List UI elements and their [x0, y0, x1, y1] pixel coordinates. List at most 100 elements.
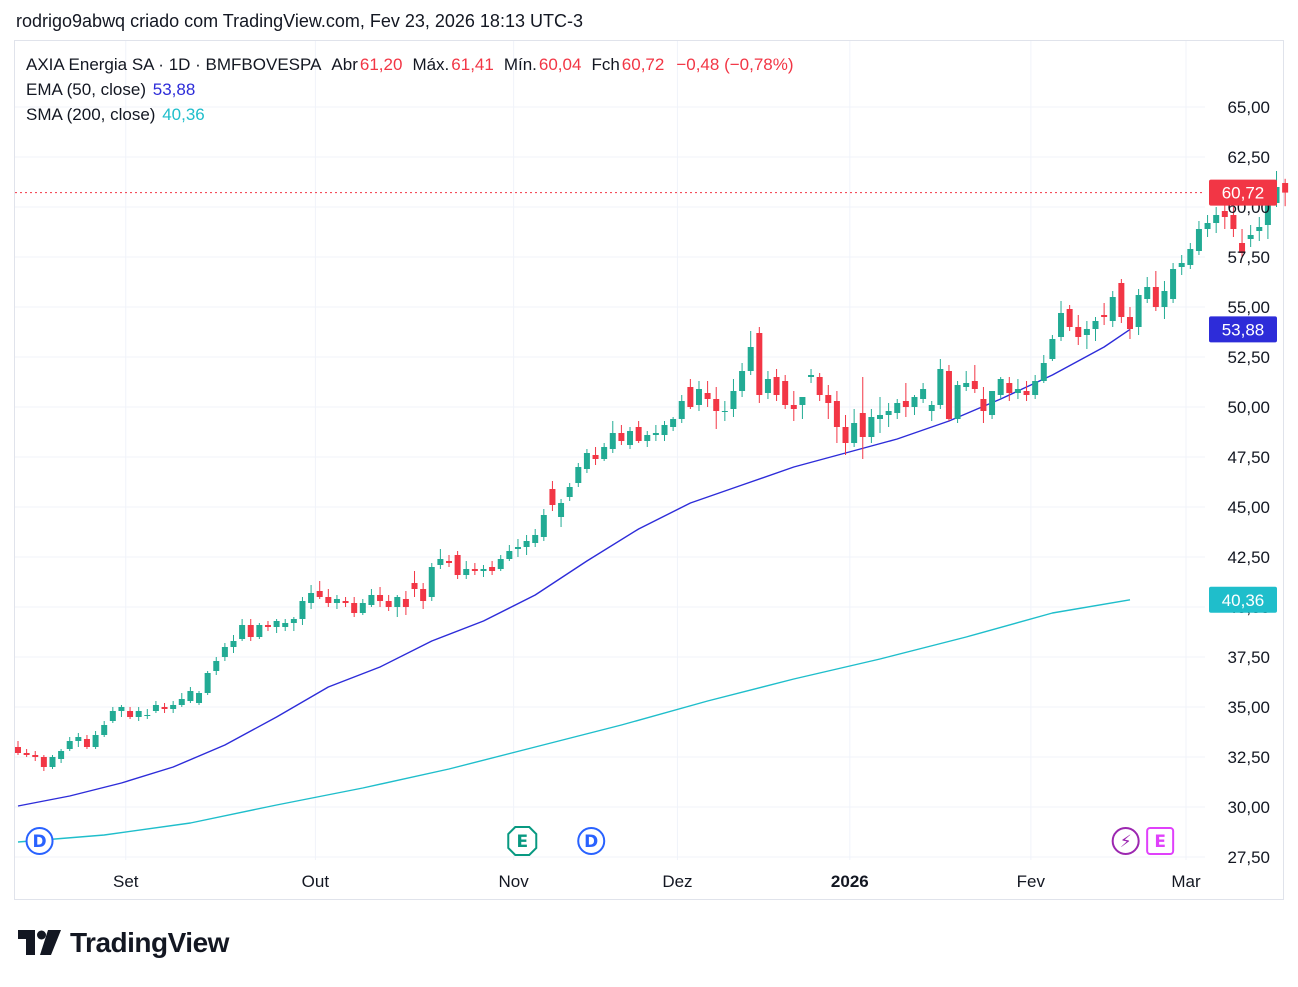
candle — [58, 749, 65, 763]
change-value: −0,48 (−0,78%) — [676, 55, 794, 74]
candle-body — [532, 535, 539, 543]
candle-body — [463, 569, 470, 575]
sma-layer — [17, 599, 1131, 843]
candle-body — [411, 583, 418, 589]
candle-body — [152, 705, 159, 711]
candle-body — [644, 435, 651, 441]
candle-body — [782, 381, 789, 405]
candle — [971, 365, 978, 393]
tradingview-logo[interactable]: TradingView — [18, 927, 229, 959]
price-axis[interactable]: 27,5030,0032,5035,0037,5040,0042,5045,00… — [1227, 98, 1270, 867]
candle-body — [868, 417, 875, 437]
candle — [627, 427, 634, 449]
x-tick-label: Mar — [1171, 872, 1201, 891]
candle-body — [1221, 211, 1228, 217]
candle-body — [514, 547, 521, 549]
candle-body — [428, 567, 435, 597]
candle — [782, 375, 789, 409]
candle-body — [1032, 381, 1039, 395]
legend-sma-row[interactable]: SMA (200, close) 40,36 — [26, 102, 794, 127]
candle-body — [1178, 263, 1185, 267]
candle — [463, 561, 470, 579]
candle-body — [316, 591, 323, 597]
candle-body — [877, 415, 883, 419]
event-marker-dividend[interactable]: D — [25, 827, 54, 855]
candle — [40, 755, 47, 771]
y-tick-label: 35,00 — [1227, 698, 1270, 717]
candle-body — [333, 599, 340, 603]
candle — [1092, 317, 1099, 341]
x-tick-label: Out — [302, 872, 330, 891]
candle-body — [1152, 287, 1159, 307]
candle — [808, 369, 815, 383]
candle — [868, 409, 875, 443]
candle — [1135, 289, 1142, 335]
candle — [239, 619, 246, 641]
candle-body — [635, 427, 642, 441]
candle-body — [368, 595, 375, 605]
tradingview-wordmark: TradingView — [70, 927, 229, 958]
candle — [1014, 379, 1021, 399]
candle — [963, 371, 970, 391]
candle — [342, 597, 349, 607]
candle — [75, 733, 82, 747]
candle — [945, 365, 952, 421]
candle — [351, 597, 358, 617]
candle — [911, 395, 918, 415]
x-tick-label: Nov — [499, 872, 530, 891]
candle — [118, 705, 125, 717]
candle — [196, 691, 203, 705]
candle-body — [15, 747, 21, 753]
candle-body — [144, 715, 151, 716]
candle-body — [859, 413, 866, 437]
candle — [135, 707, 142, 721]
time-axis[interactable]: Set Out Nov Dez 2026 Fev Mar — [113, 872, 1201, 891]
candle-body — [75, 737, 82, 741]
candle-body — [1040, 363, 1047, 381]
candle-body — [1023, 391, 1030, 395]
candle — [1256, 217, 1263, 241]
candle — [325, 589, 332, 607]
candle — [144, 709, 151, 719]
y-tick-label: 45,00 — [1227, 498, 1270, 517]
candle — [1213, 207, 1220, 233]
candle — [402, 591, 409, 615]
candle-body — [308, 593, 315, 603]
candle — [489, 561, 496, 575]
candle-body — [58, 751, 65, 759]
candle-body — [963, 383, 970, 387]
price-tags: 60,72 53,88 40,36 — [1209, 179, 1277, 613]
candle-body — [523, 541, 530, 547]
candle-body — [342, 601, 349, 603]
candle — [506, 545, 513, 561]
candle-body — [1092, 321, 1099, 329]
candle — [368, 589, 375, 607]
candle — [678, 395, 685, 423]
event-marker-earnings-upcoming[interactable]: E — [1146, 827, 1175, 855]
candle-body — [773, 377, 780, 395]
event-marker-earnings-past[interactable]: E — [507, 826, 538, 856]
candle-body — [1230, 215, 1237, 229]
candle — [1126, 307, 1133, 339]
candle-body — [928, 405, 935, 411]
legend-ema-row[interactable]: EMA (50, close) 53,88 — [26, 77, 794, 102]
candles-layer — [15, 171, 1289, 771]
candle — [980, 387, 987, 423]
event-marker-split[interactable]: ⚡ — [1111, 827, 1140, 855]
candle-body — [1247, 235, 1254, 239]
candle — [816, 373, 823, 401]
candle — [592, 447, 599, 465]
candle-body — [937, 369, 944, 405]
candle — [1075, 315, 1082, 345]
candle-body — [661, 425, 668, 435]
candle — [902, 383, 909, 417]
candle-body — [1006, 383, 1013, 393]
candle — [299, 597, 306, 625]
symbol-title[interactable]: AXIA Energia SA · 1D · BMFBOVESPA — [26, 55, 322, 74]
event-marker-dividend[interactable]: D — [577, 827, 606, 855]
candle — [1161, 281, 1168, 319]
candle — [566, 483, 573, 501]
candle-body — [575, 467, 582, 483]
low-value: 60,04 — [538, 55, 582, 74]
